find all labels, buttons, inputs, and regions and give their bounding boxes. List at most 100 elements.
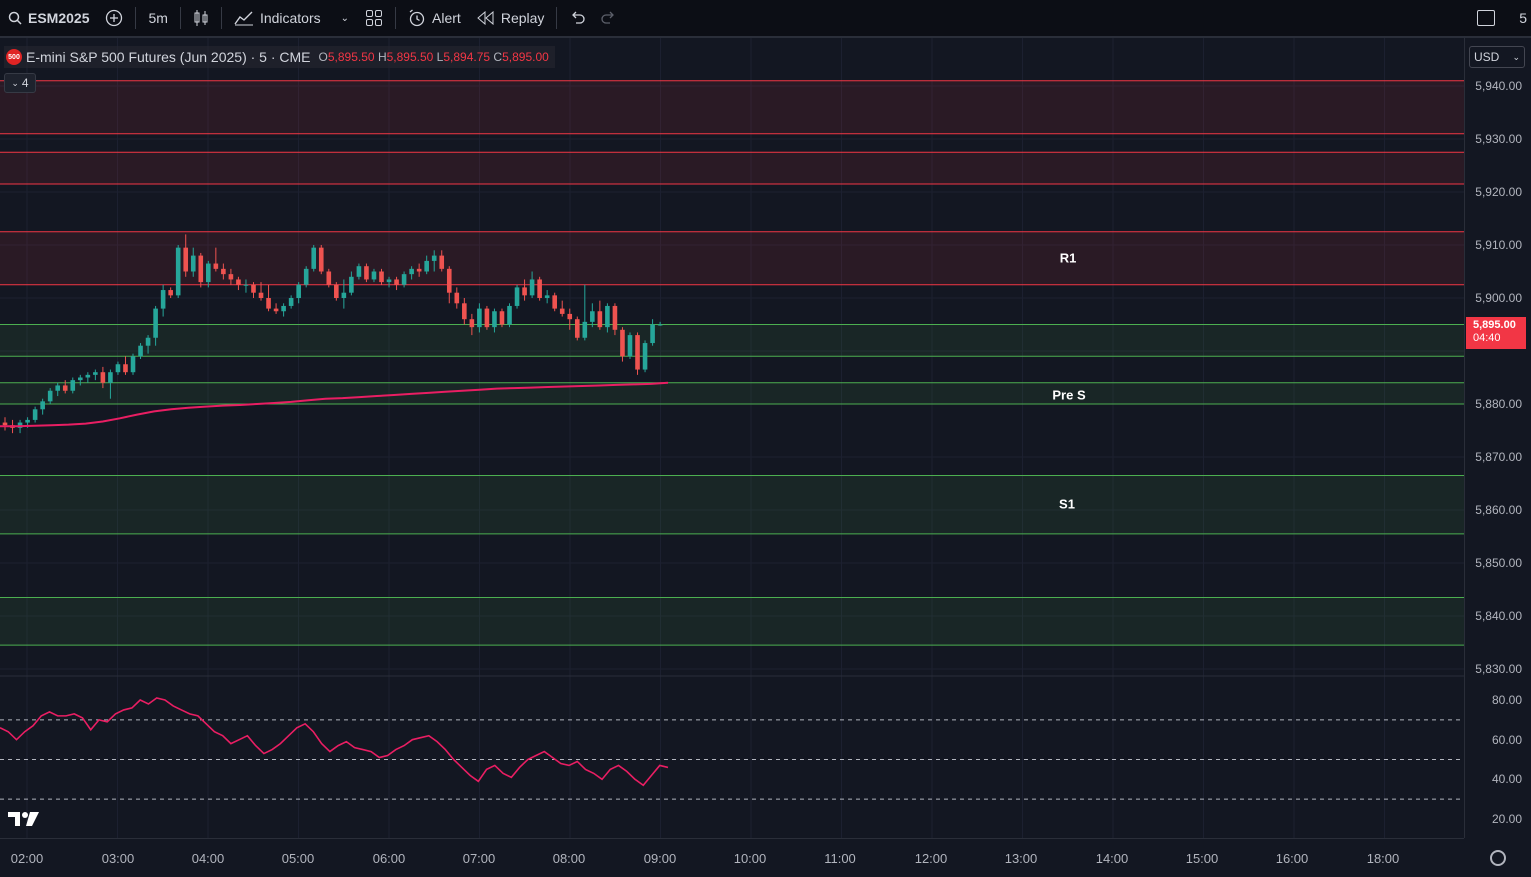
resistance-zone-fill xyxy=(0,80,1464,134)
candle-body xyxy=(145,337,151,346)
candle-body xyxy=(514,287,520,306)
price-axis-label: 5,900.00 xyxy=(1475,291,1522,305)
candle-body xyxy=(537,279,542,298)
candle-body xyxy=(32,409,38,420)
time-axis[interactable]: 02:00 03:00 04:00 05:00 06:00 07:00 08:00 09:00… xyxy=(0,838,1464,877)
candle-body xyxy=(236,279,241,285)
candle-body xyxy=(552,295,557,309)
time-axis-label: 02:00 xyxy=(10,851,44,866)
rsi-axis-label: 80.00 xyxy=(1491,693,1522,707)
candle-body xyxy=(213,263,219,269)
candle-body xyxy=(115,364,121,373)
settings-gear-icon[interactable] xyxy=(1490,850,1506,866)
candle-body xyxy=(100,372,106,383)
timeframe-button[interactable]: 5m xyxy=(140,0,175,36)
candle-body xyxy=(657,324,663,326)
divider xyxy=(395,7,397,29)
alarm-clock-icon xyxy=(409,9,425,27)
candle-body xyxy=(108,372,113,383)
candle-body xyxy=(153,308,158,338)
candle-body xyxy=(198,255,204,283)
candle-body xyxy=(175,247,181,296)
templates-button[interactable] xyxy=(357,0,391,36)
candle-body xyxy=(243,284,249,286)
candle-body xyxy=(477,308,482,328)
price-chart[interactable] xyxy=(0,38,1464,838)
undo-button[interactable] xyxy=(561,0,593,36)
price-axis[interactable]: USD ⌄ 5,895.00 04:40 5,940.00 5,930.00 5,9… xyxy=(1464,38,1531,838)
candle-body xyxy=(544,295,550,298)
support-zone-fill xyxy=(0,324,1464,357)
candle-body xyxy=(138,345,143,357)
time-axis-label: 05:00 xyxy=(281,851,315,866)
candle-body xyxy=(484,308,490,328)
layout-grid-icon xyxy=(366,10,383,26)
price-axis-label: 5,930.00 xyxy=(1475,132,1522,146)
replay-button[interactable]: Replay xyxy=(469,0,553,36)
chart-type-button[interactable] xyxy=(185,0,217,36)
divider xyxy=(179,7,181,29)
candle-body xyxy=(168,290,173,296)
rsi-axis-label: 20.00 xyxy=(1491,812,1522,826)
top-toolbar: ESM2025 5m Indicators ⌄ Alert Replay 5 xyxy=(0,0,1531,38)
tradingview-logo-icon xyxy=(8,812,39,826)
candle-body xyxy=(221,268,226,275)
candle-body xyxy=(635,335,640,370)
candle-body xyxy=(190,255,196,272)
current-price: 5,895.00 xyxy=(1473,319,1516,331)
candle-body xyxy=(642,343,648,370)
chart-pane[interactable]: R1 Pre S S1 xyxy=(0,38,1464,838)
currency-select[interactable]: USD ⌄ xyxy=(1469,46,1525,68)
candle-body xyxy=(288,298,294,306)
alert-button[interactable]: Alert xyxy=(400,0,469,36)
search-icon xyxy=(8,11,22,25)
candle-body xyxy=(341,292,347,298)
candle-body xyxy=(273,308,279,312)
symbol-logo: 500 xyxy=(6,49,22,65)
symbol-search[interactable]: ESM2025 xyxy=(0,0,97,36)
candle-body xyxy=(258,292,264,298)
fullscreen-icon[interactable] xyxy=(1477,10,1496,26)
time-axis-label: 12:00 xyxy=(914,851,948,866)
candle-body xyxy=(559,308,565,314)
candle-body xyxy=(93,372,98,375)
time-axis-label: 07:00 xyxy=(462,851,496,866)
currency-label: USD xyxy=(1474,50,1500,64)
candle-body xyxy=(529,279,535,296)
chevron-down-icon[interactable]: ⌄ xyxy=(340,12,350,24)
indicators-button[interactable]: Indicators ⌄ xyxy=(226,0,357,36)
indicator-count: 4 xyxy=(21,76,29,90)
divider xyxy=(135,7,137,29)
candle-body xyxy=(582,321,588,338)
candle-body xyxy=(590,311,595,322)
zone-label-s1: S1 xyxy=(1059,496,1075,512)
candle-body xyxy=(424,260,429,272)
candle-body xyxy=(522,287,527,296)
candle-body xyxy=(492,311,497,328)
chart-legend[interactable]: 500 E-mini S&P 500 Futures (Jun 2025) · … xyxy=(4,46,555,68)
candle-body xyxy=(416,268,422,272)
candle-body xyxy=(123,364,128,373)
replay-label: Replay xyxy=(500,10,545,26)
candle-body xyxy=(364,266,369,280)
candle-body xyxy=(303,268,309,285)
price-axis-label: 5,920.00 xyxy=(1475,185,1522,199)
tradingview-logo[interactable] xyxy=(8,810,40,834)
legend-title: E-mini S&P 500 Futures (Jun 2025) · 5 · … xyxy=(26,49,311,65)
rsi-axis-label: 60.00 xyxy=(1491,732,1522,747)
time-axis-label: 13:00 xyxy=(1004,851,1038,866)
toolbar-right-partial[interactable]: 5 xyxy=(1519,10,1527,26)
candle-body xyxy=(25,419,30,423)
indicators-toggle[interactable]: ⌄ 4 xyxy=(4,73,36,93)
time-axis-label: 03:00 xyxy=(101,851,135,866)
candle-body xyxy=(597,311,603,328)
zone-label-r1: R1 xyxy=(1059,250,1077,266)
price-axis-label: 5,830.00 xyxy=(1475,662,1522,676)
redo-button[interactable] xyxy=(593,0,625,36)
candle-body xyxy=(183,247,189,272)
candle-body xyxy=(499,311,505,325)
candle-body xyxy=(409,268,414,275)
current-price-tag: 5,895.00 04:40 xyxy=(1466,317,1526,349)
compare-button[interactable] xyxy=(97,0,131,36)
support-zone-fill xyxy=(0,382,1464,404)
